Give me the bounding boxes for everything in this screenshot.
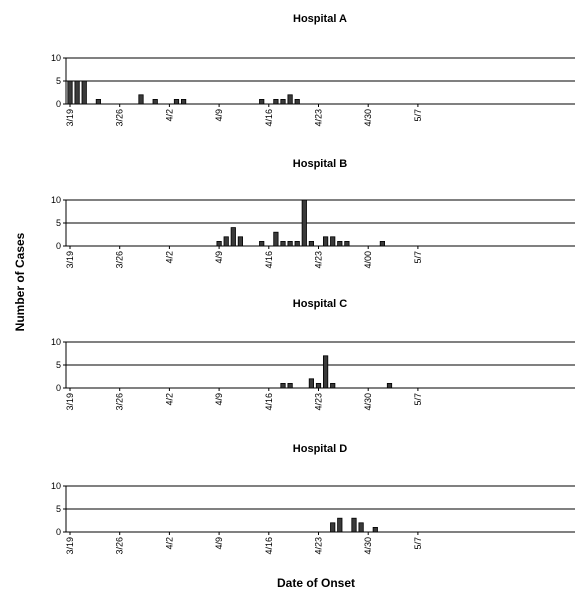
bar: [259, 99, 265, 105]
x-tick-label: 5/7: [413, 109, 423, 122]
bar: [294, 99, 300, 105]
bar: [230, 227, 236, 247]
bar: [81, 80, 87, 105]
x-tick-label: 4/9: [214, 537, 224, 550]
bar: [372, 527, 378, 533]
bar: [315, 382, 322, 389]
bar: [358, 522, 364, 533]
bar: [322, 355, 329, 389]
x-tick-label: 4/2: [164, 537, 174, 550]
x-tick-label: 4/9: [214, 251, 224, 264]
bar: [95, 99, 101, 105]
bar: [322, 236, 329, 247]
x-tick-label: 3/26: [115, 109, 125, 127]
bar: [180, 99, 187, 105]
x-tick-label: 4/2: [164, 393, 174, 406]
bar: [308, 378, 315, 389]
bar: [330, 522, 336, 533]
panel-title: Hospital D: [293, 443, 347, 455]
x-tick-label: 4/16: [264, 251, 274, 269]
x-tick-label: 5/7: [413, 393, 423, 406]
x-tick-label: 5/7: [413, 537, 423, 550]
x-tick-label: 3/19: [65, 393, 75, 411]
bar: [386, 382, 393, 389]
panel-1: Hospital A 0 5 10 3/19 3/26 4/2 4/9 4/16 4/23 4/30…: [51, 13, 575, 127]
bar: [287, 94, 293, 105]
bar: [259, 240, 265, 247]
bar: [173, 99, 180, 105]
panels: Hospital A 0 5 10 3/19 3/26 4/2 4/9 4/16 4/23 4/30…: [51, 13, 575, 555]
x-tick-label: 4/23: [314, 251, 324, 269]
x-tick-label: 3/26: [115, 537, 125, 555]
bar: [301, 199, 307, 247]
x-tick-label: 4/16: [264, 393, 274, 411]
bar: [351, 517, 357, 533]
bar: [330, 382, 336, 389]
panel-3: Hospital C 0 5 10 3/19 3/26 4/2 4/9 4/16 4/23 4/30…: [51, 298, 575, 411]
bar: [67, 80, 73, 105]
x-tick-label: 3/19: [65, 109, 75, 127]
x-axis-title: Date of Onset: [277, 576, 355, 590]
bar: [280, 382, 286, 389]
x-tick-label: 4/30: [363, 393, 373, 411]
bar: [237, 236, 243, 247]
y-tick-label: 0: [56, 99, 61, 109]
x-tick-label: 3/26: [115, 393, 125, 411]
x-tick-label: 4/23: [314, 109, 324, 127]
x-tick-label: 4/16: [264, 537, 274, 555]
y-tick-label: 10: [51, 195, 61, 205]
y-axis-title: Number of Cases: [13, 232, 27, 331]
bar: [344, 240, 350, 247]
bar: [294, 240, 300, 247]
panel-2: Hospital B 0 5 10 3/19 3/26 4/2 4/9 4/16 4/23 4/00…: [51, 158, 575, 269]
bar: [337, 517, 343, 533]
bar: [280, 99, 286, 105]
bar: [152, 99, 158, 105]
y-tick-label: 10: [51, 481, 61, 491]
bar: [273, 231, 279, 247]
bar: [379, 240, 386, 247]
x-tick-label: 4/16: [264, 109, 274, 127]
bar: [287, 382, 293, 389]
y-tick-label: 0: [56, 527, 61, 537]
y-tick-label: 10: [51, 53, 61, 63]
bar: [223, 236, 229, 247]
panel-title: Hospital B: [293, 158, 347, 170]
x-tick-label: 3/19: [65, 537, 75, 555]
y-tick-label: 5: [56, 218, 61, 228]
panel-4: Hospital D 0 5 10 3/19 3/26 4/2 4/9 4/16 4/23 4/30…: [51, 443, 575, 555]
x-tick-label: 4/2: [164, 109, 174, 122]
x-tick-label: 4/9: [214, 393, 224, 406]
x-tick-label: 3/26: [115, 251, 125, 269]
x-tick-label: 4/9: [214, 109, 224, 122]
bar: [280, 240, 286, 247]
panel-title: Hospital C: [293, 298, 347, 310]
y-tick-label: 5: [56, 76, 61, 86]
y-tick-label: 0: [56, 241, 61, 251]
y-tick-label: 10: [51, 337, 61, 347]
bar: [138, 94, 144, 105]
x-tick-label: 3/19: [65, 251, 75, 269]
y-tick-label: 5: [56, 360, 61, 370]
bar: [273, 99, 279, 105]
y-tick-label: 0: [56, 383, 61, 393]
bar: [330, 236, 336, 247]
x-tick-label: 4/30: [363, 109, 373, 127]
panel-title: Hospital A: [293, 13, 347, 25]
x-tick-label: 4/23: [314, 393, 324, 411]
x-tick-label: 4/30: [363, 537, 373, 555]
bar: [308, 240, 315, 247]
x-tick-label: 4/2: [164, 251, 174, 264]
bar: [287, 240, 293, 247]
x-tick-label: 5/7: [413, 251, 423, 264]
bar: [74, 80, 80, 105]
bar: [216, 240, 222, 247]
x-tick-label: 4/00: [363, 251, 373, 269]
y-tick-label: 5: [56, 504, 61, 514]
bar: [337, 240, 343, 247]
x-tick-label: 4/23: [314, 537, 324, 555]
